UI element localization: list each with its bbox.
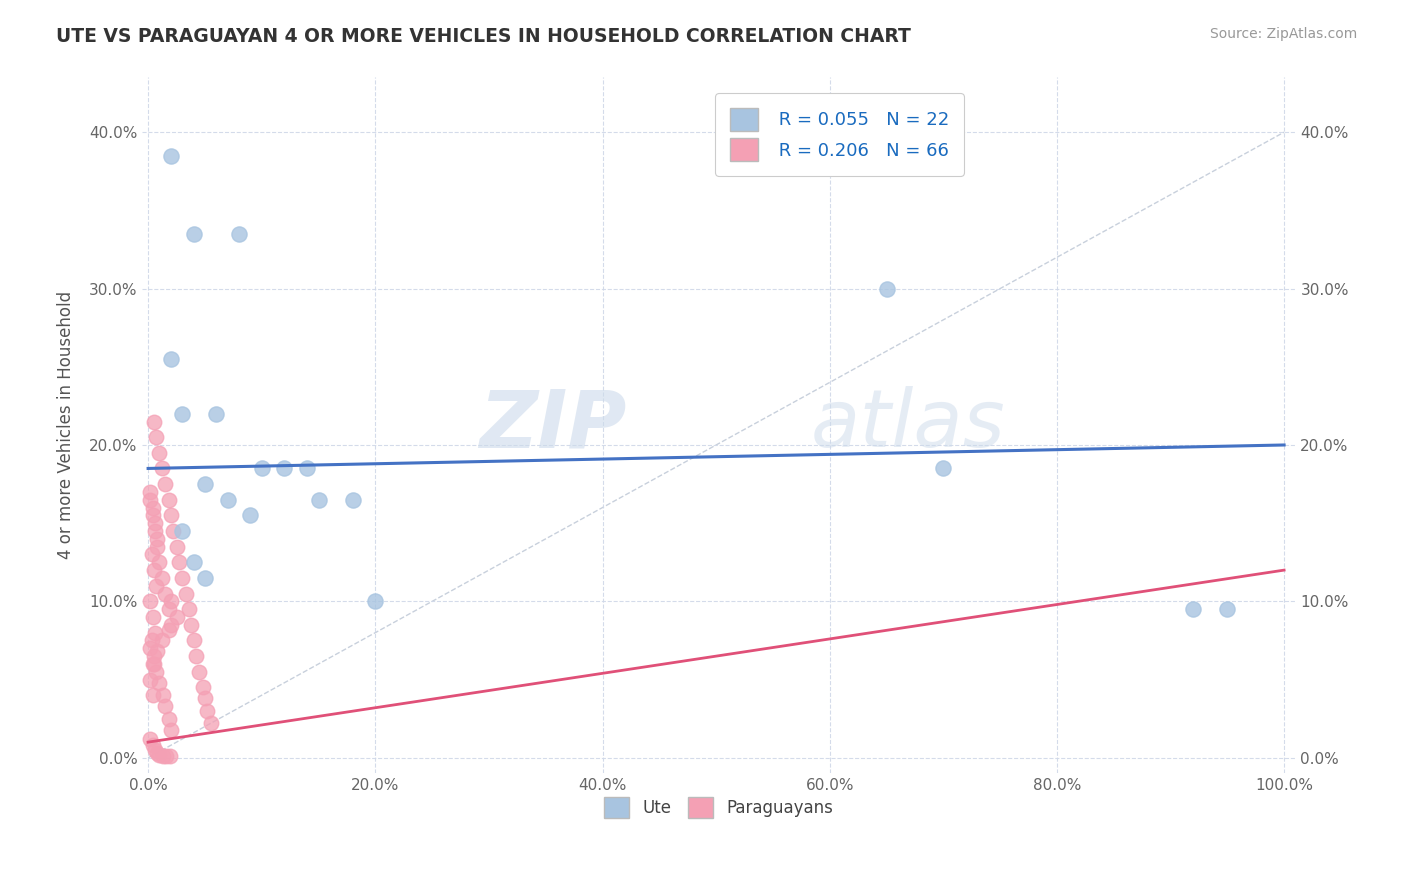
Point [148, 675, 170, 690]
Point [308, 492, 330, 507]
Point [139, 594, 162, 608]
Point [152, 749, 174, 764]
Point [145, 430, 167, 444]
Point [142, 657, 165, 671]
Point [142, 508, 165, 523]
Text: UTE VS PARAGUAYAN 4 OR MORE VEHICLES IN HOUSEHOLD CORRELATION CHART: UTE VS PARAGUAYAN 4 OR MORE VEHICLES IN … [56, 27, 911, 45]
Point [166, 610, 188, 624]
Point [145, 579, 167, 593]
Legend: Ute, Paraguayans: Ute, Paraguayans [598, 790, 841, 824]
Point [153, 586, 176, 600]
Point [166, 540, 188, 554]
Point [143, 743, 166, 757]
Point [876, 282, 898, 296]
Point [177, 602, 200, 616]
Point [148, 747, 170, 762]
Point [160, 148, 183, 162]
Point [141, 633, 163, 648]
Point [148, 446, 170, 460]
Point [205, 407, 228, 421]
Point [159, 749, 181, 764]
Point [183, 227, 205, 241]
Point [155, 749, 177, 764]
Point [153, 477, 176, 491]
Point [146, 644, 169, 658]
Point [146, 532, 169, 546]
Point [364, 594, 387, 608]
Point [142, 415, 165, 429]
Point [150, 571, 173, 585]
Point [273, 461, 295, 475]
Point [146, 540, 169, 554]
Point [194, 691, 217, 706]
Text: atlas: atlas [811, 386, 1005, 465]
Point [139, 641, 162, 656]
Point [139, 673, 162, 687]
Point [160, 618, 183, 632]
Point [157, 602, 180, 616]
Point [172, 524, 194, 538]
Point [194, 477, 217, 491]
Point [150, 461, 173, 475]
Point [142, 563, 165, 577]
Point [295, 461, 318, 475]
Point [188, 665, 211, 679]
Point [160, 351, 183, 366]
Point [1182, 602, 1205, 616]
Point [172, 571, 194, 585]
Point [139, 492, 162, 507]
Point [184, 649, 207, 664]
Point [1216, 602, 1239, 616]
Point [162, 524, 184, 538]
Point [157, 623, 180, 637]
Point [183, 555, 205, 569]
Point [145, 665, 167, 679]
Point [160, 508, 183, 523]
Text: Source: ZipAtlas.com: Source: ZipAtlas.com [1209, 27, 1357, 41]
Point [142, 739, 165, 753]
Point [932, 461, 955, 475]
Point [142, 500, 165, 515]
Point [160, 594, 183, 608]
Point [150, 633, 173, 648]
Point [174, 586, 197, 600]
Text: ZIP: ZIP [479, 386, 627, 465]
Point [142, 610, 165, 624]
Point [167, 555, 190, 569]
Point [191, 681, 214, 695]
Point [239, 508, 262, 523]
Point [157, 492, 180, 507]
Point [180, 618, 202, 632]
Point [142, 657, 165, 671]
Point [153, 699, 176, 714]
Point [217, 492, 239, 507]
Point [143, 625, 166, 640]
Y-axis label: 4 or more Vehicles in Household: 4 or more Vehicles in Household [58, 292, 75, 559]
Point [228, 227, 250, 241]
Point [143, 516, 166, 531]
Point [146, 746, 169, 760]
Point [142, 688, 165, 702]
Point [148, 555, 170, 569]
Point [139, 484, 162, 499]
Point [143, 524, 166, 538]
Point [194, 571, 217, 585]
Point [160, 723, 183, 737]
Point [200, 716, 222, 731]
Point [342, 492, 364, 507]
Point [250, 461, 273, 475]
Point [183, 633, 205, 648]
Point [172, 407, 194, 421]
Point [139, 732, 162, 747]
Point [152, 688, 174, 702]
Point [157, 712, 180, 726]
Point [195, 704, 218, 718]
Point [142, 649, 165, 664]
Point [141, 548, 163, 562]
